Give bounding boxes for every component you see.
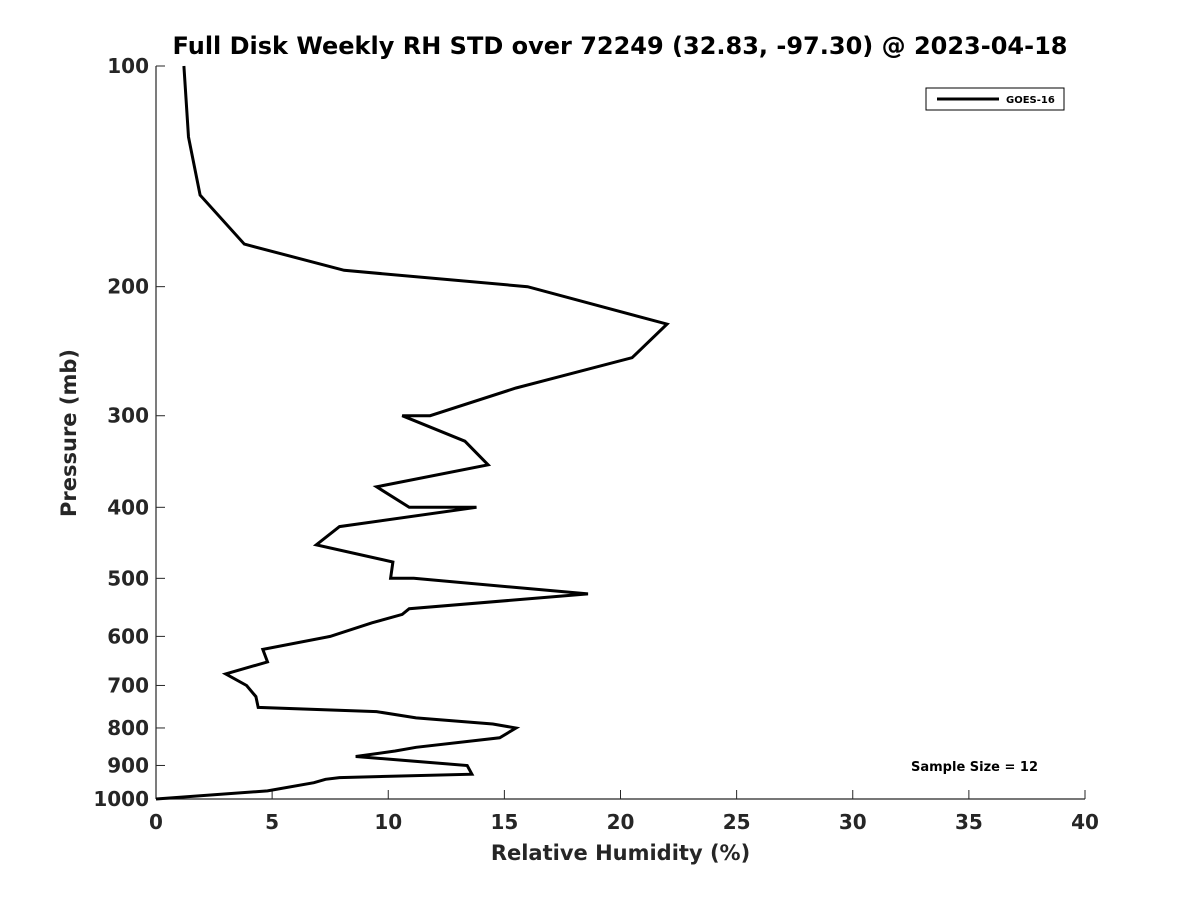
x-tick-label: 40	[1071, 810, 1099, 834]
axes: 0 5 10 15 20 25 30 35 40 100 200 300 400 500 600 700 800…	[93, 54, 1099, 834]
x-tick-label: 15	[490, 810, 518, 834]
plot-area	[155, 65, 670, 801]
y-tick-label: 400	[107, 495, 149, 519]
x-tick-label: 35	[955, 810, 983, 834]
sample-size-annotation: Sample Size = 12	[911, 760, 1038, 775]
y-axis-label: Pressure (mb)	[57, 349, 81, 517]
chart-title: Full Disk Weekly RH STD over 72249 (32.8…	[173, 32, 1068, 60]
y-tick-label: 300	[107, 404, 149, 428]
x-axis-label: Relative Humidity (%)	[491, 841, 750, 865]
y-tick-label: 100	[107, 54, 149, 78]
x-tick-label: 0	[149, 810, 163, 834]
y-tick-label: 700	[107, 673, 149, 697]
x-tick-label: 20	[607, 810, 635, 834]
y-tick-label: 800	[107, 716, 149, 740]
y-tick-label: 500	[107, 566, 149, 590]
series-line-goes16	[155, 65, 670, 801]
legend-label: GOES-16	[1006, 95, 1055, 106]
x-tick-label: 30	[839, 810, 867, 834]
legend: GOES-16	[925, 87, 1065, 111]
x-tick-label: 25	[723, 810, 751, 834]
y-tick-label: 200	[107, 275, 149, 299]
x-tick-label: 5	[265, 810, 279, 834]
x-tick-label: 10	[374, 810, 402, 834]
y-tick-label: 1000	[93, 787, 149, 811]
y-tick-label: 600	[107, 624, 149, 648]
y-tick-label: 900	[107, 753, 149, 777]
